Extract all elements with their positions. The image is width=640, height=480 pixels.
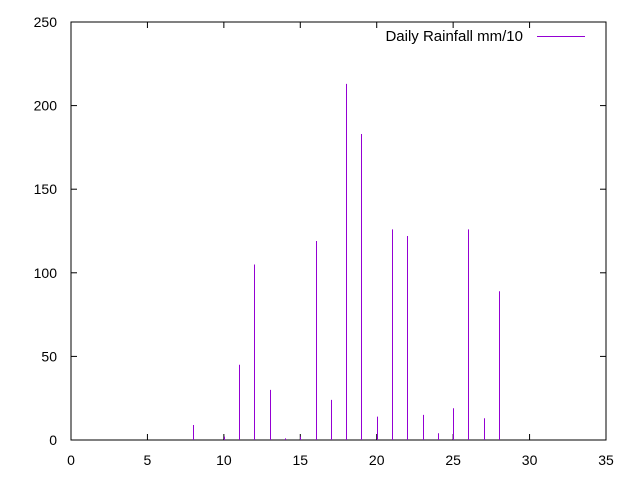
legend-label: Daily Rainfall mm/10	[385, 28, 523, 45]
axis-ticks	[70, 21, 607, 441]
legend: Daily Rainfall mm/10	[385, 28, 585, 45]
x-tick-label: 35	[598, 452, 614, 468]
x-tick-label: 10	[216, 452, 232, 468]
plot-frame	[70, 21, 607, 441]
x-tick-label: 5	[144, 452, 152, 468]
y-tick-label: 150	[34, 181, 58, 197]
x-tick-label: 30	[522, 452, 538, 468]
y-tick-labels: 0 50 100 150 200 250	[34, 14, 58, 448]
y-tick-label: 250	[34, 14, 58, 30]
x-tick-label: 0	[67, 452, 75, 468]
y-tick-label: 50	[41, 348, 57, 364]
y-tick-label: 100	[34, 265, 58, 281]
y-tick-label: 200	[34, 98, 58, 114]
x-tick-labels: 0 5 10 15 20 25 30 35	[67, 452, 614, 468]
y-tick-label: 0	[49, 432, 57, 448]
x-tick-label: 20	[369, 452, 385, 468]
rainfall-series	[193, 83, 500, 440]
x-tick-label: 15	[292, 452, 308, 468]
x-tick-label: 25	[445, 452, 461, 468]
